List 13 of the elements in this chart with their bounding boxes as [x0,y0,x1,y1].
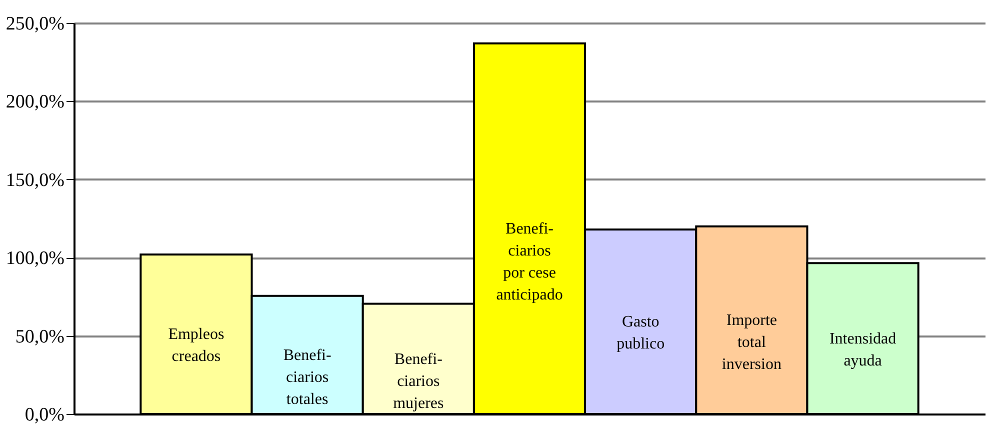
x-tick-label: Benefi- ciarios por cese anticipado [496,220,563,304]
x-tick-label: Benefi- ciarios mujeres [393,350,444,412]
y-tick-label: 100,0% [6,248,65,270]
y-tick-label: 50,0% [15,326,65,348]
x-tick-label: Benefi- ciarios totales [283,346,332,408]
x-tick-label: Gasto publico [616,314,665,353]
x-tick-label: Empleos creados [168,326,224,366]
y-tick-label: 150,0% [6,170,65,191]
y-tick-label: 0,0% [24,404,65,426]
x-tick-label: Importe total inversion [722,312,782,374]
y-tick-label: 250,0% [6,14,65,34]
x-tick-label: Intensidad ayuda [829,330,896,370]
y-tick-label: 200,0% [6,92,65,113]
